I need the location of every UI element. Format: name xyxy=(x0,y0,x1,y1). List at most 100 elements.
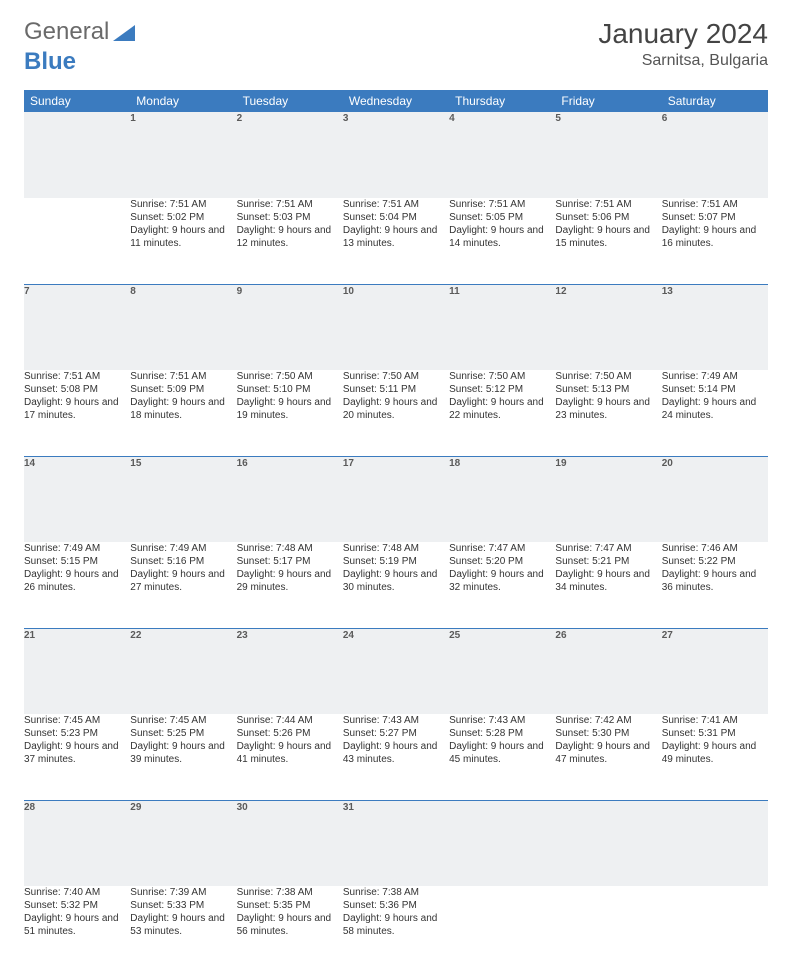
day-number: 25 xyxy=(449,628,555,714)
day-cell: Sunrise: 7:44 AMSunset: 5:26 PMDaylight:… xyxy=(237,714,343,800)
day-number: 3 xyxy=(343,112,449,198)
weekday-monday: Monday xyxy=(130,90,236,112)
month-title: January 2024 xyxy=(598,18,768,50)
day-cell: Sunrise: 7:51 AMSunset: 5:03 PMDaylight:… xyxy=(237,198,343,284)
daylight-line: Daylight: 9 hours and 58 minutes. xyxy=(343,912,449,938)
day-number: 26 xyxy=(555,628,661,714)
daylight-line: Daylight: 9 hours and 51 minutes. xyxy=(24,912,130,938)
day-number: 1 xyxy=(130,112,236,198)
daylight-line: Daylight: 9 hours and 11 minutes. xyxy=(130,224,236,250)
day-cell: Sunrise: 7:51 AMSunset: 5:02 PMDaylight:… xyxy=(130,198,236,284)
day-cell: Sunrise: 7:51 AMSunset: 5:05 PMDaylight:… xyxy=(449,198,555,284)
day-cell: Sunrise: 7:50 AMSunset: 5:12 PMDaylight:… xyxy=(449,370,555,456)
sunrise-line: Sunrise: 7:46 AM xyxy=(662,542,768,555)
weekday-wednesday: Wednesday xyxy=(343,90,449,112)
day-cell: Sunrise: 7:45 AMSunset: 5:25 PMDaylight:… xyxy=(130,714,236,800)
daylight-line: Daylight: 9 hours and 24 minutes. xyxy=(662,396,768,422)
day-cell: Sunrise: 7:50 AMSunset: 5:13 PMDaylight:… xyxy=(555,370,661,456)
daylight-line: Daylight: 9 hours and 32 minutes. xyxy=(449,568,555,594)
sunset-line: Sunset: 5:17 PM xyxy=(237,555,343,568)
day-cell: Sunrise: 7:51 AMSunset: 5:08 PMDaylight:… xyxy=(24,370,130,456)
sunset-line: Sunset: 5:30 PM xyxy=(555,727,661,740)
weekday-row: SundayMondayTuesdayWednesdayThursdayFrid… xyxy=(24,90,768,112)
daylight-line: Daylight: 9 hours and 34 minutes. xyxy=(555,568,661,594)
day-cell: Sunrise: 7:47 AMSunset: 5:21 PMDaylight:… xyxy=(555,542,661,628)
day-cell: Sunrise: 7:49 AMSunset: 5:15 PMDaylight:… xyxy=(24,542,130,628)
weekday-sunday: Sunday xyxy=(24,90,130,112)
sunrise-line: Sunrise: 7:45 AM xyxy=(24,714,130,727)
sunset-line: Sunset: 5:33 PM xyxy=(130,899,236,912)
content-row: Sunrise: 7:51 AMSunset: 5:02 PMDaylight:… xyxy=(24,198,768,284)
day-cell: Sunrise: 7:45 AMSunset: 5:23 PMDaylight:… xyxy=(24,714,130,800)
day-number: 20 xyxy=(662,456,768,542)
sunrise-line: Sunrise: 7:41 AM xyxy=(662,714,768,727)
sunrise-line: Sunrise: 7:50 AM xyxy=(449,370,555,383)
weekday-friday: Friday xyxy=(555,90,661,112)
sunset-line: Sunset: 5:13 PM xyxy=(555,383,661,396)
daylight-line: Daylight: 9 hours and 23 minutes. xyxy=(555,396,661,422)
day-number: 8 xyxy=(130,284,236,370)
daynum-row: 123456 xyxy=(24,112,768,198)
day-cell: Sunrise: 7:51 AMSunset: 5:07 PMDaylight:… xyxy=(662,198,768,284)
sunset-line: Sunset: 5:16 PM xyxy=(130,555,236,568)
sunrise-line: Sunrise: 7:40 AM xyxy=(24,886,130,899)
daylight-line: Daylight: 9 hours and 20 minutes. xyxy=(343,396,449,422)
day-number: 14 xyxy=(24,456,130,542)
day-cell xyxy=(24,198,130,284)
sunrise-line: Sunrise: 7:50 AM xyxy=(555,370,661,383)
sunrise-line: Sunrise: 7:44 AM xyxy=(237,714,343,727)
daylight-line: Daylight: 9 hours and 12 minutes. xyxy=(237,224,343,250)
sunset-line: Sunset: 5:25 PM xyxy=(130,727,236,740)
day-cell: Sunrise: 7:41 AMSunset: 5:31 PMDaylight:… xyxy=(662,714,768,800)
day-cell: Sunrise: 7:51 AMSunset: 5:06 PMDaylight:… xyxy=(555,198,661,284)
day-cell: Sunrise: 7:38 AMSunset: 5:36 PMDaylight:… xyxy=(343,886,449,972)
daylight-line: Daylight: 9 hours and 16 minutes. xyxy=(662,224,768,250)
day-number: 5 xyxy=(555,112,661,198)
day-number: 13 xyxy=(662,284,768,370)
sunset-line: Sunset: 5:05 PM xyxy=(449,211,555,224)
sunrise-line: Sunrise: 7:47 AM xyxy=(555,542,661,555)
day-cell: Sunrise: 7:51 AMSunset: 5:09 PMDaylight:… xyxy=(130,370,236,456)
daylight-line: Daylight: 9 hours and 56 minutes. xyxy=(237,912,343,938)
content-row: Sunrise: 7:45 AMSunset: 5:23 PM Daylight:… xyxy=(24,714,768,800)
day-cell: Sunrise: 7:43 AMSunset: 5:27 PMDaylight:… xyxy=(343,714,449,800)
day-number: 27 xyxy=(662,628,768,714)
day-cell: Sunrise: 7:51 AMSunset: 5:04 PMDaylight:… xyxy=(343,198,449,284)
day-number: 17 xyxy=(343,456,449,542)
daylight-line: Daylight: 9 hours and 30 minutes. xyxy=(343,568,449,594)
day-number: 21 xyxy=(24,628,130,714)
sunrise-line: Sunrise: 7:43 AM xyxy=(449,714,555,727)
sunset-line: Sunset: 5:08 PM xyxy=(24,383,130,396)
sunset-line: Sunset: 5:35 PM xyxy=(237,899,343,912)
content-row: Sunrise: 7:51 AMSunset: 5:08 PMDaylight:… xyxy=(24,370,768,456)
sunset-line: Sunset: 5:23 PM xyxy=(24,727,130,740)
day-number xyxy=(662,800,768,886)
calendar-table: SundayMondayTuesdayWednesdayThursdayFrid… xyxy=(24,90,768,972)
day-number: 7 xyxy=(24,284,130,370)
sunset-line: Sunset: 5:27 PM xyxy=(343,727,449,740)
sunrise-line: Sunrise: 7:51 AM xyxy=(130,370,236,383)
logo: General xyxy=(24,18,135,46)
daylight-line: Daylight: 9 hours and 43 minutes. xyxy=(343,740,449,766)
sunrise-line: Sunrise: 7:51 AM xyxy=(237,198,343,211)
sunset-line: Sunset: 5:03 PM xyxy=(237,211,343,224)
sunset-line: Sunset: 5:10 PM xyxy=(237,383,343,396)
day-number xyxy=(449,800,555,886)
day-number: 30 xyxy=(237,800,343,886)
sunrise-line: Sunrise: 7:50 AM xyxy=(237,370,343,383)
day-cell: Sunrise: 7:49 AMSunset: 5:16 PMDaylight:… xyxy=(130,542,236,628)
logo-text-blue: Blue xyxy=(24,48,76,76)
sunrise-line: Sunrise: 7:51 AM xyxy=(343,198,449,211)
day-number: 19 xyxy=(555,456,661,542)
day-number: 16 xyxy=(237,456,343,542)
day-cell: Sunrise: 7:48 AMSunset: 5:17 PMDaylight:… xyxy=(237,542,343,628)
sunrise-line: Sunrise: 7:42 AM xyxy=(555,714,661,727)
weekday-saturday: Saturday xyxy=(662,90,768,112)
daylight-line: Daylight: 9 hours and 17 minutes. xyxy=(24,396,130,422)
sunrise-line: Sunrise: 7:51 AM xyxy=(555,198,661,211)
day-number: 31 xyxy=(343,800,449,886)
calendar-head: SundayMondayTuesdayWednesdayThursdayFrid… xyxy=(24,90,768,112)
daylight-line: Daylight: 9 hours and 26 minutes. xyxy=(24,568,130,594)
day-cell: Sunrise: 7:50 AMSunset: 5:11 PMDaylight:… xyxy=(343,370,449,456)
daylight-line: Daylight: 9 hours and 29 minutes. xyxy=(237,568,343,594)
